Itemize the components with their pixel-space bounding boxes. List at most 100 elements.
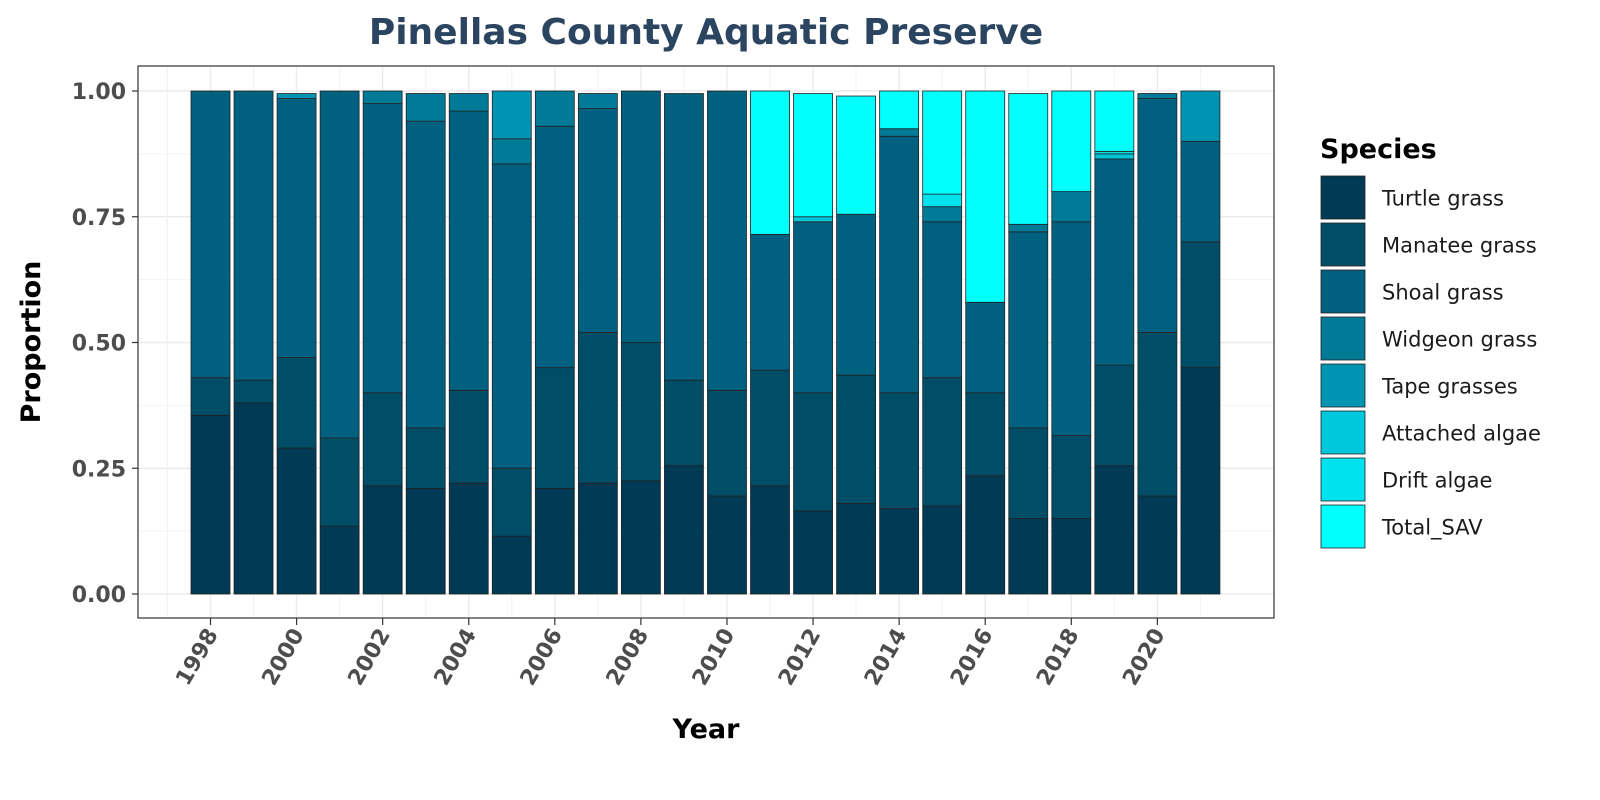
- y-tick-label: 1.00: [72, 80, 126, 105]
- bar-segment: [1008, 518, 1049, 595]
- bar-segment: [534, 487, 575, 595]
- bar-segment: [879, 128, 920, 137]
- bar-segment: [319, 525, 360, 595]
- bar-segment: [965, 392, 1006, 477]
- bar-segment: [534, 90, 575, 127]
- bar-segment: [664, 465, 704, 595]
- bar-segment: [922, 90, 963, 195]
- bar-segment: [190, 90, 231, 379]
- bar-segment: [836, 374, 876, 504]
- bar-segment: [750, 369, 790, 487]
- bar-segment: [1051, 435, 1092, 519]
- bar-segment: [1094, 364, 1135, 467]
- bar-segment: [922, 377, 963, 507]
- bar-segment: [922, 206, 963, 223]
- bar-segment: [836, 95, 876, 215]
- legend-label: Manatee grass: [1382, 234, 1537, 258]
- x-tick-label: 2018: [1032, 625, 1084, 691]
- x-tick-label: 2012: [774, 625, 826, 691]
- bar-segment: [750, 233, 790, 371]
- bar-segment: [233, 402, 274, 595]
- x-tick-label: 2006: [516, 625, 568, 691]
- bar-segment: [879, 90, 920, 130]
- x-axis-label: Year: [672, 714, 741, 745]
- bar-segment: [190, 415, 231, 595]
- bar-segment: [1180, 241, 1221, 369]
- x-tick-label: 2020: [1118, 625, 1170, 691]
- bar-segment: [405, 427, 446, 489]
- legend-label: Total_SAV: [1381, 516, 1483, 541]
- legend-swatch: [1320, 363, 1366, 408]
- bar-segment: [276, 98, 317, 358]
- legend-swatch: [1320, 410, 1366, 455]
- bar-segment: [707, 495, 747, 595]
- bar-segment: [965, 301, 1006, 394]
- legend-swatch: [1320, 222, 1366, 267]
- bar-segment: [448, 110, 489, 391]
- bar-segment: [1008, 223, 1049, 233]
- bar-segment: [1180, 140, 1221, 243]
- bar-segment: [491, 90, 532, 140]
- bar-segment: [1094, 153, 1135, 160]
- legend-swatch: [1320, 457, 1366, 502]
- bar-segment: [1008, 427, 1049, 519]
- x-tick-label: 2000: [258, 625, 310, 691]
- bar-segment: [362, 392, 403, 487]
- legend-swatch: [1320, 269, 1366, 314]
- bar-segment: [1008, 93, 1049, 225]
- bar-segment: [1094, 465, 1135, 595]
- x-tick-label: 2008: [602, 625, 654, 691]
- legend-swatch: [1320, 504, 1366, 549]
- bar-segment: [448, 389, 489, 484]
- bar-segment: [276, 93, 317, 99]
- bar-segment: [879, 508, 920, 595]
- y-tick-label: 0.50: [72, 332, 126, 357]
- bar-segment: [405, 487, 446, 595]
- bar-segment: [664, 93, 704, 381]
- bar-segment: [1051, 518, 1092, 595]
- y-axis: 0.00 0.25 0.50 0.75 1.00: [72, 80, 138, 608]
- bar-segment: [965, 475, 1006, 595]
- x-tick-label: 2002: [344, 625, 396, 691]
- bar-segment: [707, 389, 747, 497]
- bar-segment: [405, 93, 446, 122]
- legend-swatch: [1320, 316, 1366, 361]
- bar-segment: [879, 392, 920, 509]
- bar-segment: [793, 93, 833, 218]
- bar-segment: [1137, 98, 1178, 333]
- bar-segment: [1051, 90, 1092, 192]
- bar-segment: [879, 135, 920, 394]
- bar-segment: [1094, 158, 1135, 366]
- bar-segment: [922, 505, 963, 595]
- bar-segment: [190, 377, 231, 416]
- bar-segment: [1180, 90, 1221, 142]
- bar-segment: [1094, 90, 1135, 152]
- y-axis-label: Proportion: [16, 261, 47, 424]
- bar-segment: [621, 480, 661, 595]
- bar-segment: [577, 482, 618, 595]
- legend-label: Shoal grass: [1382, 281, 1504, 305]
- bar-segment: [707, 90, 747, 391]
- bar-segment: [1137, 332, 1178, 497]
- bar-segment: [1008, 231, 1049, 429]
- bar-segment: [362, 485, 403, 595]
- legend-label: Tape grasses: [1381, 375, 1518, 399]
- x-tick-label: 1998: [171, 625, 223, 691]
- legend-label: Attached algae: [1382, 422, 1541, 446]
- legend-title: Species: [1320, 134, 1437, 165]
- bar-segment: [362, 103, 403, 394]
- bar-segment: [664, 379, 704, 467]
- bar-segment: [405, 120, 446, 429]
- bar-segment: [491, 163, 532, 469]
- x-tick-label: 2014: [860, 625, 912, 691]
- bar-segment: [577, 332, 618, 484]
- bar-segment: [1137, 93, 1178, 99]
- bar-segment: [793, 216, 833, 223]
- bar-segment: [233, 379, 274, 404]
- bar-segment: [491, 535, 532, 595]
- legend-items: Turtle grass Manatee grass Shoal grass Widg…: [1320, 175, 1541, 549]
- chart-title: Pinellas County Aquatic Preserve: [369, 12, 1043, 53]
- bar-segment: [448, 482, 489, 595]
- bar-segment: [793, 221, 833, 394]
